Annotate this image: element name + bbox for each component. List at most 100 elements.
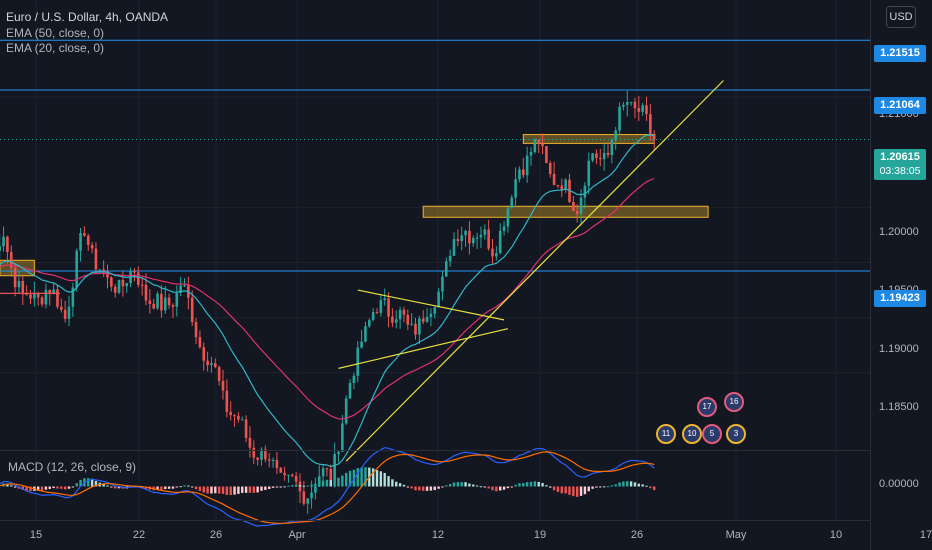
macd-histogram-bar: [275, 486, 279, 488]
candle-body: [556, 185, 560, 187]
candle-body: [483, 229, 487, 235]
candle-body: [86, 235, 90, 246]
candle-body: [437, 291, 440, 308]
candle-body: [479, 234, 483, 238]
candle-body: [21, 281, 25, 295]
candle-body: [71, 287, 75, 307]
macd-histogram-bar: [37, 486, 40, 491]
ema50-legend[interactable]: EMA (50, close, 0): [6, 25, 105, 40]
candle-body: [618, 106, 621, 131]
symbol-title[interactable]: Euro / U.S. Dollar, 4h, OANDA: [6, 10, 169, 24]
macd-histogram-bar: [268, 486, 271, 489]
macd-histogram-bar: [291, 485, 294, 487]
macd-histogram-bar: [468, 483, 471, 487]
candle-body: [113, 286, 117, 293]
candle-body: [152, 303, 155, 309]
candle-body: [625, 102, 629, 105]
macd-histogram-bar: [479, 486, 483, 488]
x-tick-label: 19: [533, 529, 547, 541]
x-tick-label: 15: [29, 529, 43, 541]
candle-body: [368, 320, 371, 327]
candle-body: [464, 230, 467, 236]
macd-histogram-bar: [518, 483, 521, 487]
candles: [0, 90, 656, 514]
candle-body: [44, 289, 48, 305]
event-badge[interactable]: 16: [724, 392, 744, 412]
event-badge[interactable]: 17: [697, 397, 717, 417]
macd-histogram-bar: [191, 486, 194, 488]
macd-histogram-bar: [633, 482, 637, 487]
macd-histogram-bar: [167, 486, 171, 489]
macd-histogram-bar: [591, 486, 594, 489]
macd-histogram-bar: [387, 476, 390, 487]
candle-body: [13, 267, 17, 288]
macd-histogram-bar: [425, 486, 429, 491]
candle-body: [214, 363, 217, 368]
macd-histogram-bar: [114, 486, 117, 489]
y-tick-label: 1.18500: [879, 401, 919, 413]
candle-body: [348, 383, 352, 399]
candle-body: [206, 360, 209, 366]
macd-histogram-bar: [279, 486, 282, 488]
candle-body: [48, 289, 52, 294]
macd-histogram-bar: [499, 486, 502, 491]
candle-body: [572, 201, 575, 211]
macd-histogram-bar: [294, 484, 298, 487]
ema20-legend[interactable]: EMA (20, close, 0): [6, 41, 105, 55]
event-badge[interactable]: 3: [726, 424, 746, 444]
candle-body: [371, 312, 375, 321]
event-badge[interactable]: 5: [702, 424, 722, 444]
candle-body: [63, 309, 67, 319]
macd-legend[interactable]: MACD (12, 26, close, 9): [8, 460, 137, 474]
macd-histogram-bar: [533, 481, 537, 487]
candle-body: [125, 283, 129, 287]
macd-histogram-bar: [395, 481, 398, 487]
candle-body: [387, 298, 390, 317]
candle-body: [560, 185, 564, 190]
macd-histogram-bar: [610, 485, 614, 487]
currency-button[interactable]: USD: [886, 6, 916, 28]
candle-body: [495, 253, 498, 257]
macd-histogram-bar: [310, 484, 313, 487]
candle-body: [298, 481, 302, 492]
candle-body: [599, 158, 602, 160]
macd-histogram-bar: [287, 485, 290, 487]
macd-histogram-bar: [637, 483, 640, 487]
macd-histogram-bar: [164, 486, 167, 490]
candle-body: [198, 337, 202, 348]
candle-body: [314, 486, 317, 493]
candle-body: [498, 230, 502, 254]
macd-histogram-bar: [225, 486, 229, 495]
candle-body: [202, 347, 206, 361]
event-badge[interactable]: 11: [656, 424, 676, 444]
price-label-level-3[interactable]: 1.19423: [874, 290, 926, 307]
price-label-level-1[interactable]: 1.21515: [874, 45, 926, 62]
candle-body: [163, 297, 167, 311]
candle-body: [160, 293, 163, 311]
candle-body: [529, 151, 533, 156]
candle-body: [491, 248, 494, 257]
macd-histogram-bar: [256, 486, 259, 493]
candle-body: [452, 239, 456, 256]
candle-body: [0, 246, 1, 251]
macd-histogram-bar: [206, 486, 209, 494]
x-tick-label: 12: [431, 529, 445, 541]
macd-histogram-bar: [487, 486, 490, 489]
candle-body: [83, 233, 86, 236]
macd-histogram-bar: [202, 486, 205, 493]
candle-body: [622, 104, 625, 107]
macd-histogram-bar: [210, 486, 213, 494]
macd-histogram-bar: [337, 477, 340, 487]
price-label-level-2[interactable]: 1.21064: [874, 97, 926, 114]
x-tick-label: 26: [630, 529, 644, 541]
macd-histogram-bar: [360, 467, 363, 487]
candle-body: [229, 411, 232, 416]
candle-body: [321, 468, 325, 477]
macd-histogram-bar: [356, 468, 359, 487]
event-badge[interactable]: 10: [682, 424, 702, 444]
candle-body: [175, 292, 179, 307]
macd-histogram-bar: [587, 486, 590, 492]
current-price-label[interactable]: 1.20615 03:38:05: [874, 149, 926, 180]
macd-histogram-bar: [21, 486, 24, 490]
